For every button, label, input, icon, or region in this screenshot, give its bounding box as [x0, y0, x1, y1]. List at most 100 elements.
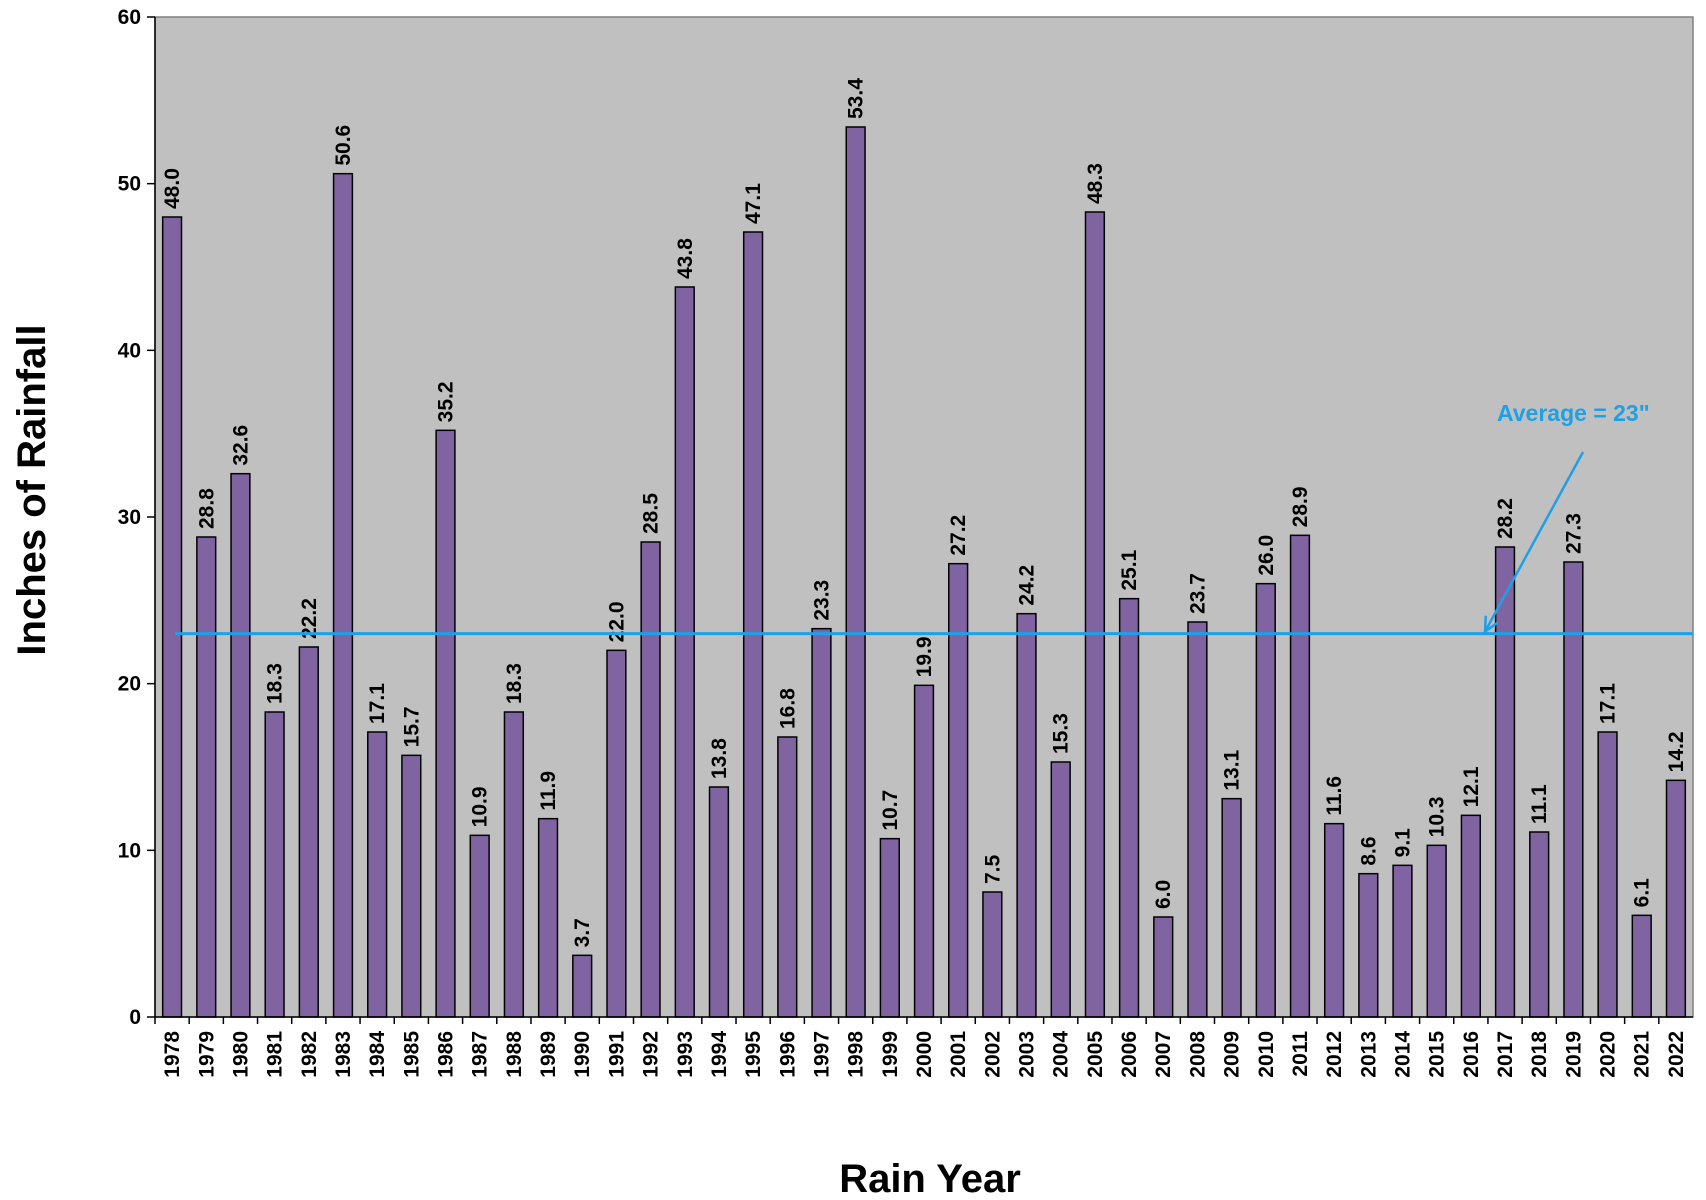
x-tick-label-2010: 2010 [1255, 1031, 1278, 1078]
bar-1981 [264, 711, 285, 1018]
x-tick-label-2009: 2009 [1221, 1031, 1244, 1078]
data-label-1979: 28.8 [195, 488, 218, 529]
bar-2020 [1597, 731, 1618, 1018]
bar-1983 [332, 172, 354, 1018]
data-label-2008: 23.7 [1186, 573, 1209, 614]
data-label-2015: 10.3 [1426, 796, 1449, 837]
bar-2000 [913, 684, 935, 1018]
data-labels-group: 48.0 28.8 32.6 18.3 22.2 50.6 17.1 15.7 35.2 10.9… [161, 78, 1688, 948]
average-annotation-arrow [1483, 451, 1585, 633]
bar-2011 [1289, 534, 1311, 1018]
x-tick-label-1982: 1982 [298, 1031, 321, 1078]
data-label-2007: 6.0 [1152, 880, 1175, 909]
data-label-2010: 26.0 [1255, 535, 1278, 576]
bar-1982 [298, 646, 319, 1018]
bar-2003 [1016, 612, 1037, 1018]
data-label-2009: 13.1 [1221, 749, 1244, 790]
y-axis-title: Inches of Rainfall [10, 324, 54, 655]
y-tick-label-10: 10 [118, 839, 141, 862]
bar-1985 [401, 754, 422, 1018]
bar-2004 [1050, 761, 1071, 1018]
x-tick-label-1995: 1995 [742, 1031, 765, 1078]
bar-1987 [469, 834, 490, 1018]
data-label-1995: 47.1 [742, 183, 765, 224]
data-label-2011: 28.9 [1289, 486, 1312, 527]
x-tick-label-2011: 2011 [1289, 1031, 1312, 1077]
x-tick-label-1994: 1994 [708, 1031, 731, 1078]
x-tick-label-1987: 1987 [469, 1031, 492, 1078]
bar-2017 [1494, 546, 1516, 1018]
data-label-1982: 22.2 [298, 598, 321, 639]
x-tick-label-1991: 1991 [605, 1031, 628, 1078]
x-tick-label-2020: 2020 [1597, 1031, 1620, 1078]
bar-2018 [1529, 831, 1550, 1018]
data-label-2022: 14.2 [1665, 731, 1688, 772]
bar-2013 [1358, 872, 1379, 1018]
bar-2005 [1084, 211, 1106, 1018]
y-tick-label-30: 30 [118, 506, 141, 529]
bar-2002 [982, 891, 1003, 1018]
x-tick-label-1999: 1999 [879, 1031, 902, 1078]
data-label-2002: 7.5 [981, 854, 1004, 884]
data-label-1984: 17.1 [366, 683, 389, 724]
data-label-2020: 17.1 [1597, 683, 1620, 724]
bar-1999 [879, 837, 900, 1018]
bar-1986 [435, 429, 456, 1018]
data-label-2001: 27.2 [947, 515, 970, 556]
x-tick-label-2015: 2015 [1426, 1031, 1449, 1078]
bar-1992 [640, 541, 661, 1018]
bar-2021 [1631, 914, 1652, 1018]
bar-2014 [1392, 864, 1413, 1018]
x-tick-label-2017: 2017 [1494, 1031, 1517, 1078]
bar-2008 [1187, 621, 1208, 1018]
data-label-1986: 35.2 [435, 381, 458, 422]
x-tick-label-2005: 2005 [1084, 1031, 1107, 1078]
x-tick-label-1984: 1984 [366, 1031, 389, 1078]
data-label-2018: 11.1 [1528, 784, 1551, 824]
x-tick-label-1990: 1990 [571, 1031, 594, 1078]
data-label-1989: 11.9 [537, 771, 560, 811]
bar-1994 [708, 786, 730, 1018]
x-tick-label-1998: 1998 [845, 1031, 868, 1078]
x-tick-labels-group: 1978 1979 1980 1981 1982 1983 1984 1985 1986 1987… [161, 1031, 1688, 1078]
data-label-1994: 13.8 [708, 738, 731, 779]
data-label-1987: 10.9 [469, 786, 492, 827]
bar-2010 [1255, 582, 1276, 1018]
x-tick-label-1993: 1993 [674, 1031, 697, 1078]
x-tick-label-2006: 2006 [1118, 1031, 1141, 1078]
data-label-2014: 9.1 [1391, 828, 1414, 858]
bar-1991 [606, 649, 627, 1018]
x-tick-label-2012: 2012 [1323, 1031, 1346, 1078]
data-label-1993: 43.8 [674, 238, 697, 279]
bar-1995 [742, 231, 764, 1018]
data-label-2021: 6.1 [1631, 878, 1654, 908]
bar-2016 [1460, 814, 1481, 1018]
data-label-2019: 27.3 [1562, 513, 1585, 554]
x-tick-label-1979: 1979 [195, 1031, 218, 1078]
data-label-1980: 32.6 [229, 425, 252, 466]
x-tick-label-1986: 1986 [435, 1031, 458, 1078]
x-tick-label-2004: 2004 [1050, 1031, 1073, 1078]
x-tick-label-1980: 1980 [229, 1031, 252, 1078]
bar-2022 [1665, 779, 1687, 1018]
data-label-1991: 22.0 [605, 601, 628, 642]
x-tick-label-1997: 1997 [810, 1031, 833, 1078]
x-tick-label-2019: 2019 [1562, 1031, 1585, 1078]
x-tick-label-2016: 2016 [1460, 1031, 1483, 1078]
x-tick-label-2013: 2013 [1357, 1031, 1380, 1078]
bar-1978 [161, 216, 183, 1018]
data-label-2006: 25.1 [1118, 549, 1141, 590]
data-label-1983: 50.6 [332, 125, 355, 166]
y-tick-label-0: 0 [129, 1006, 141, 1029]
x-axis-title: Rain Year [839, 1157, 1021, 1200]
y-tick-label-20: 20 [118, 673, 141, 696]
bar-1990 [572, 954, 593, 1018]
x-tick-label-1992: 1992 [640, 1031, 663, 1078]
x-tick-label-2003: 2003 [1016, 1031, 1039, 1078]
x-tick-label-2007: 2007 [1152, 1031, 1175, 1078]
bars-group [161, 126, 1687, 1018]
bar-2012 [1323, 822, 1345, 1018]
bar-1988 [503, 711, 525, 1018]
x-tick-label-1988: 1988 [503, 1031, 526, 1078]
bar-2001 [948, 562, 969, 1018]
